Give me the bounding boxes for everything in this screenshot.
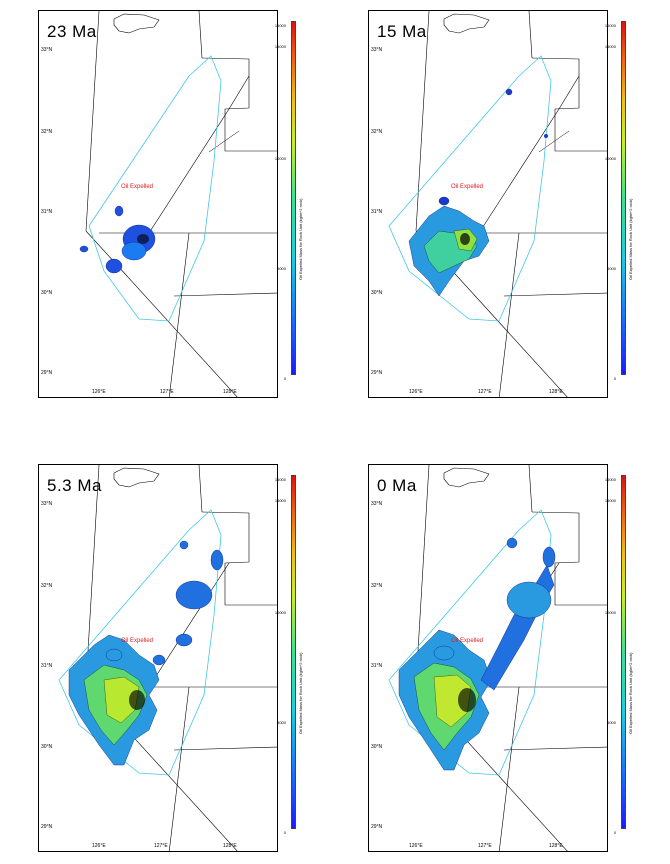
lat-label: 32°N	[41, 129, 53, 135]
map-panel-15ma: 15 Ma Oil Expelled 33°N 32°N 31°N 30°N 2…	[368, 10, 668, 400]
lon-label: 127°E	[154, 843, 168, 849]
lat-label: 30°N	[41, 290, 53, 296]
lat-label: 33°N	[371, 47, 383, 53]
colorbar-tick: 16000	[274, 23, 286, 28]
colorbar	[621, 21, 626, 375]
colorbar-tick: 16000	[604, 23, 616, 28]
colorbar-tick: 0	[283, 830, 286, 835]
age-label: 23 Ma	[47, 22, 97, 41]
colorbar-tick: 10000	[604, 610, 616, 615]
colorbar-tick: 15000	[274, 44, 286, 49]
colorbar-tick: 5000	[277, 266, 286, 271]
lat-label: 30°N	[41, 744, 53, 750]
island-outline	[443, 467, 490, 488]
lat-label: 31°N	[371, 663, 383, 669]
colorbar	[291, 21, 296, 375]
island-outline	[113, 467, 160, 488]
colorbar-title: Oil Expelled Mass for Rock Unit (kg/m^2 …	[628, 198, 633, 280]
colorbar	[621, 475, 626, 829]
lon-label: 127°E	[478, 389, 492, 395]
basin-outline	[88, 55, 222, 322]
lat-label: 29°N	[41, 824, 53, 830]
age-label: 0 Ma	[377, 476, 417, 495]
lat-label: 31°N	[41, 209, 53, 215]
colorbar-tick: 0	[283, 376, 286, 381]
lon-label: 127°E	[478, 843, 492, 849]
lon-label: 128°E	[549, 843, 563, 849]
colorbar-tick: 10000	[274, 610, 286, 615]
fault-line	[228, 75, 250, 110]
lon-label: 128°E	[549, 389, 563, 395]
map-frame: 5.3 Ma Oil Expelled 33°N 32°N 31°N 30°N …	[38, 464, 278, 852]
lon-label: 126°E	[409, 843, 423, 849]
colorbar-tick: 16000	[604, 477, 616, 482]
oil-expelled-label: Oil Expelled	[121, 184, 154, 190]
map-canvas	[388, 11, 607, 397]
map-frame: 23 Ma Oil Expelled 33°N 32°N 31°N 30°N 2…	[38, 10, 278, 398]
oil-contours	[398, 537, 556, 771]
lat-label: 31°N	[371, 209, 383, 215]
colorbar-title: Oil Expelled Mass for Rock Unit (kg/m^2 …	[628, 652, 633, 734]
boundary-line	[85, 11, 100, 232]
lat-label: 32°N	[41, 583, 53, 589]
colorbar-tick: 10000	[604, 156, 616, 161]
lat-label: 29°N	[41, 370, 53, 376]
oil-expelled-label: Oil Expelled	[451, 638, 484, 644]
colorbar-tick: 5000	[607, 266, 616, 271]
fault-line	[168, 232, 190, 397]
oil-contours	[79, 205, 156, 274]
map-canvas	[79, 11, 277, 397]
colorbar-tick: 0	[613, 830, 616, 835]
age-label: 15 Ma	[377, 22, 427, 41]
colorbar-tick: 0	[613, 376, 616, 381]
map-frame: 0 Ma Oil Expelled 33°N 32°N 31°N 30°N 29…	[368, 464, 608, 852]
lat-label: 32°N	[371, 583, 383, 589]
lat-label: 33°N	[41, 47, 53, 53]
fault-line	[85, 230, 238, 397]
lon-label: 127°E	[160, 389, 174, 395]
lat-label: 29°N	[371, 824, 383, 830]
age-label: 5.3 Ma	[47, 476, 102, 495]
colorbar-tick: 5000	[277, 720, 286, 725]
boundary-line	[173, 292, 277, 297]
lat-label: 33°N	[371, 501, 383, 507]
colorbar-tick: 5000	[607, 720, 616, 725]
colorbar-tick: 15000	[604, 498, 616, 503]
lon-label: 128°E	[223, 843, 237, 849]
boundary-line	[198, 11, 203, 59]
colorbar-tick: 15000	[604, 44, 616, 49]
lat-label: 33°N	[41, 501, 53, 507]
lat-label: 29°N	[371, 370, 383, 376]
map-frame: 15 Ma Oil Expelled 33°N 32°N 31°N 30°N 2…	[368, 10, 608, 398]
colorbar-tick: 16000	[274, 477, 286, 482]
map-panel-23ma: 23 Ma Oil Expelled 33°N 32°N 31°N 30°N 2…	[38, 10, 338, 400]
lat-label: 32°N	[371, 129, 383, 135]
oil-expelled-label: Oil Expelled	[121, 638, 154, 644]
oil-contours	[68, 540, 224, 766]
oil-contours	[408, 88, 548, 297]
lon-label: 128°E	[223, 389, 237, 395]
lat-label: 31°N	[41, 663, 53, 669]
map-panel-5-3ma: 5.3 Ma Oil Expelled 33°N 32°N 31°N 30°N …	[38, 464, 338, 854]
lon-label: 126°E	[92, 389, 106, 395]
lon-label: 126°E	[409, 389, 423, 395]
fault-line	[208, 130, 240, 153]
colorbar-title: Oil Expelled Mass for Rock Unit (kg/m^2 …	[298, 198, 303, 280]
map-canvas	[388, 465, 607, 851]
fault-line	[148, 108, 230, 234]
lon-label: 126°E	[92, 843, 106, 849]
island-outline	[113, 13, 160, 34]
oil-expelled-label: Oil Expelled	[451, 184, 484, 190]
boundary-line	[201, 57, 277, 152]
map-canvas	[58, 465, 277, 851]
map-panel-0ma: 0 Ma Oil Expelled 33°N 32°N 31°N 30°N 29…	[368, 464, 668, 854]
lat-label: 30°N	[371, 290, 383, 296]
colorbar-tick: 15000	[274, 498, 286, 503]
colorbar-title: Oil Expelled Mass for Rock Unit (kg/m^2 …	[298, 652, 303, 734]
island-outline	[443, 13, 490, 34]
colorbar-tick: 10000	[274, 156, 286, 161]
colorbar	[291, 475, 296, 829]
lat-label: 30°N	[371, 744, 383, 750]
